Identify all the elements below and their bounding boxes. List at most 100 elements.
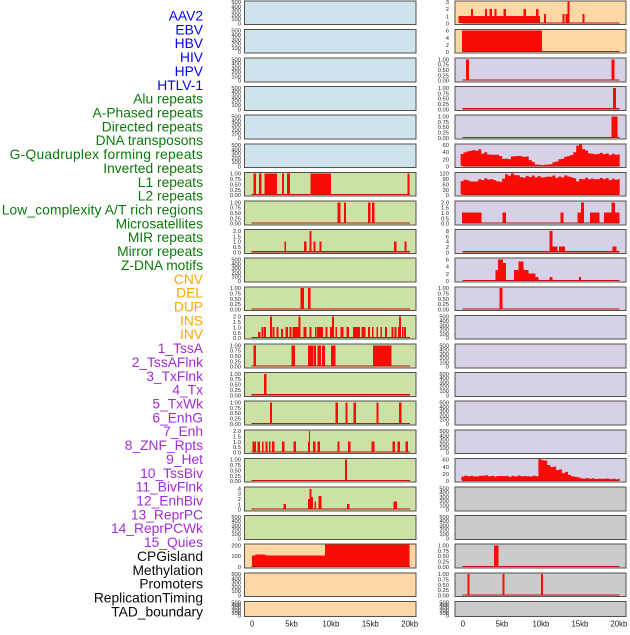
svg-text:0: 0	[238, 508, 241, 514]
svg-text:200: 200	[231, 42, 241, 48]
svg-text:500: 500	[231, 143, 241, 149]
svg-text:500: 500	[439, 486, 449, 492]
svg-text:15kb: 15kb	[571, 620, 589, 629]
svg-text:DEL: DEL	[176, 286, 203, 301]
svg-text:HBV: HBV	[175, 36, 204, 51]
svg-text:0.50: 0.50	[438, 125, 449, 131]
svg-text:0.25: 0.25	[438, 102, 449, 108]
svg-text:0.50: 0.50	[438, 583, 449, 589]
svg-text:300: 300	[231, 152, 241, 158]
svg-text:2: 2	[446, 7, 449, 13]
svg-text:2.0: 2.0	[441, 200, 449, 206]
svg-text:1.0: 1.0	[233, 240, 241, 246]
svg-text:30: 30	[443, 188, 449, 194]
svg-text:Mirror repeats: Mirror repeats	[117, 244, 203, 259]
svg-text:400: 400	[439, 491, 449, 497]
svg-text:Microsatellites: Microsatellites	[116, 216, 204, 231]
svg-text:40: 40	[443, 150, 449, 156]
svg-text:2_TssAFlnk: 2_TssAFlnk	[132, 355, 203, 370]
svg-text:0.25: 0.25	[438, 73, 449, 79]
svg-text:Low_complexity A/T rich region: Low_complexity A/T rich regions	[2, 203, 203, 218]
svg-text:100: 100	[231, 589, 241, 595]
svg-text:0: 0	[446, 613, 449, 619]
svg-text:300: 300	[439, 495, 449, 501]
svg-text:13_ReprPC: 13_ReprPC	[131, 507, 203, 522]
svg-text:4: 4	[238, 486, 242, 492]
svg-text:11_BivFlnk: 11_BivFlnk	[136, 480, 203, 495]
svg-text:6_EnhG: 6_EnhG	[152, 410, 203, 425]
svg-text:0: 0	[238, 613, 241, 619]
svg-text:400: 400	[231, 262, 241, 268]
svg-text:100: 100	[231, 17, 241, 23]
svg-text:3_TxFlnk: 3_TxFlnk	[146, 369, 203, 384]
svg-text:200: 200	[439, 328, 449, 334]
svg-text:0.50: 0.50	[230, 468, 241, 474]
svg-text:0: 0	[446, 479, 449, 485]
svg-text:0.25: 0.25	[230, 188, 241, 194]
svg-text:400: 400	[439, 348, 449, 354]
svg-text:0: 0	[238, 50, 241, 56]
svg-text:0.0: 0.0	[233, 336, 241, 342]
svg-text:100: 100	[231, 74, 241, 80]
svg-text:300: 300	[439, 381, 449, 387]
svg-text:6: 6	[446, 234, 449, 240]
svg-text:0.00: 0.00	[438, 79, 449, 85]
svg-text:0: 0	[446, 250, 449, 256]
svg-text:0: 0	[446, 336, 449, 342]
svg-text:0.0: 0.0	[233, 250, 241, 256]
svg-text:500: 500	[439, 343, 449, 349]
svg-text:300: 300	[439, 352, 449, 358]
svg-text:Inverted repeats: Inverted repeats	[103, 161, 203, 176]
svg-text:0: 0	[446, 193, 449, 199]
svg-text:500: 500	[439, 601, 449, 607]
svg-text:1.00: 1.00	[438, 86, 449, 92]
svg-text:100: 100	[231, 532, 241, 538]
svg-text:0: 0	[238, 79, 241, 85]
svg-text:1.5: 1.5	[233, 234, 241, 240]
svg-text:100: 100	[439, 418, 449, 424]
svg-text:0.0: 0.0	[441, 222, 449, 228]
svg-text:300: 300	[231, 9, 241, 15]
svg-text:1.0: 1.0	[441, 211, 449, 217]
svg-text:200: 200	[231, 528, 241, 534]
svg-text:200: 200	[439, 442, 449, 448]
svg-text:500: 500	[439, 315, 449, 321]
svg-text:200: 200	[439, 499, 449, 505]
svg-text:0.75: 0.75	[438, 577, 449, 583]
svg-text:500: 500	[231, 515, 241, 521]
svg-text:400: 400	[231, 62, 241, 68]
svg-text:0.75: 0.75	[230, 291, 241, 297]
svg-text:0.50: 0.50	[230, 354, 241, 360]
svg-text:300: 300	[231, 95, 241, 101]
svg-text:1.0: 1.0	[233, 325, 241, 331]
svg-text:AAV2: AAV2	[169, 9, 203, 24]
svg-text:0.00: 0.00	[438, 308, 449, 314]
svg-text:9_Het: 9_Het	[166, 452, 203, 467]
svg-text:60: 60	[443, 458, 449, 464]
svg-text:300: 300	[439, 409, 449, 415]
svg-text:0: 0	[238, 536, 241, 542]
svg-text:EBV: EBV	[175, 22, 203, 37]
svg-text:0.00: 0.00	[438, 136, 449, 142]
svg-text:200: 200	[231, 608, 241, 614]
svg-text:5kb: 5kb	[496, 620, 509, 629]
svg-text:0.50: 0.50	[230, 411, 241, 417]
svg-text:2: 2	[446, 272, 449, 278]
svg-text:4: 4	[446, 265, 450, 271]
svg-text:1.00: 1.00	[438, 57, 449, 63]
svg-text:1.5: 1.5	[233, 434, 241, 440]
svg-text:1.00: 1.00	[230, 372, 241, 378]
svg-text:0: 0	[238, 136, 241, 142]
svg-text:400: 400	[439, 603, 449, 609]
svg-text:0.50: 0.50	[438, 297, 449, 303]
svg-text:40: 40	[443, 465, 449, 471]
svg-text:20: 20	[443, 157, 449, 163]
svg-text:100: 100	[439, 611, 449, 617]
svg-text:500: 500	[231, 29, 241, 35]
svg-text:A-Phased repeats: A-Phased repeats	[93, 106, 204, 121]
svg-text:0.75: 0.75	[438, 120, 449, 126]
svg-text:0.25: 0.25	[438, 302, 449, 308]
svg-text:100: 100	[231, 46, 241, 52]
svg-text:400: 400	[439, 405, 449, 411]
svg-text:90: 90	[443, 177, 449, 183]
